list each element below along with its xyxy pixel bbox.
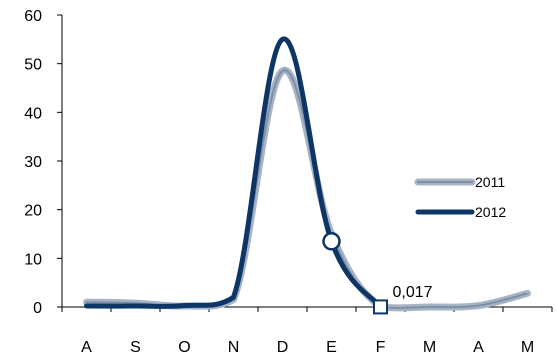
data-label: 0,017	[393, 284, 433, 301]
x-tick-label: O	[178, 339, 190, 356]
y-tick-label: 0	[33, 300, 42, 317]
series-markers	[322, 232, 388, 315]
y-tick-labels: 0 10 20 30 40 50 60	[24, 8, 42, 317]
legend: 2011 2012	[414, 174, 506, 220]
chart-axes	[57, 14, 553, 312]
series-line-2012	[84, 36, 383, 310]
x-tick-label: D	[277, 339, 289, 356]
x-tick-label: S	[130, 339, 141, 356]
y-tick-label: 30	[24, 154, 42, 171]
x-tick-label: A	[473, 339, 484, 356]
legend-label-2012: 2012	[475, 204, 506, 220]
y-tick-label: 10	[24, 251, 42, 268]
legend-label-2011: 2011	[475, 174, 505, 190]
x-tick-label: E	[326, 339, 337, 356]
y-tick-label: 50	[24, 57, 42, 74]
x-tick-label: M	[423, 339, 436, 356]
marker-circle	[322, 232, 341, 251]
y-tick-label: 20	[24, 203, 42, 220]
annotations: 0,017	[393, 284, 433, 301]
x-tick-label: M	[521, 339, 534, 356]
y-tick-label: 60	[24, 8, 42, 25]
x-tick-label: N	[228, 339, 240, 356]
x-tick-label: A	[81, 339, 92, 356]
y-tick-label: 40	[24, 105, 42, 122]
x-tick-label: F	[376, 339, 386, 356]
series-lines	[83, 36, 531, 312]
marker-square	[373, 299, 388, 315]
